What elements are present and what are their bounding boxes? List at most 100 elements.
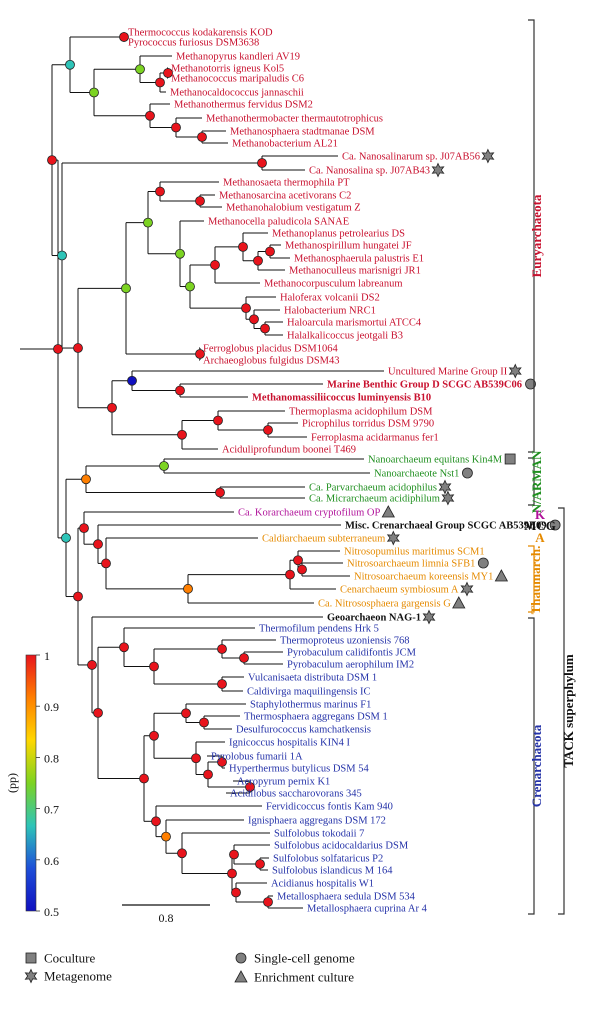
euryarchaeota-label: Euryarchaeota [529, 194, 544, 277]
taxon-label: Vulcanisaeta distributa DSM 1 [248, 673, 377, 684]
taxon-label: Methanococcus maripaludis C6 [171, 74, 304, 85]
legend-enrichment-label: Enrichment culture [254, 970, 354, 985]
taxon-label: Haloarcula marismortui ATCC4 [287, 318, 422, 329]
taxon-label: Ca. Nitrososphaera gargensis G [318, 599, 451, 610]
single-cell-marker [477, 557, 489, 569]
support-node [87, 660, 97, 670]
support-node [65, 59, 75, 70]
taxon-label: Methanoplanus petrolearius DS [272, 229, 405, 240]
taxon-label: Metallosphaera sedula DSM 534 [277, 892, 416, 903]
taxon-label: Methanosphaera stadtmanae DSM [230, 127, 375, 138]
support-node [263, 425, 273, 435]
support-node [79, 523, 89, 534]
support-node [257, 158, 267, 168]
support-node [195, 349, 205, 359]
support-node [163, 68, 173, 78]
metagenome-marker [508, 363, 522, 379]
support-node [185, 281, 195, 292]
nanoarman-bracket [528, 457, 535, 506]
taxon-label: Marine Benthic Group D SCGC AB539C06 [327, 380, 522, 391]
tack-bracket-line [558, 507, 565, 915]
taxon-label: Fervidicoccus fontis Kam 940 [266, 802, 393, 813]
taxon-label: Methanomassiliicoccus luminyensis B10 [252, 393, 431, 404]
taxon-label: Ignisphaera aggregans DSM 172 [248, 816, 386, 827]
enrichment-marker [494, 569, 509, 582]
colorbar-axis-label: (pp) [5, 773, 19, 793]
single-cell-marker [549, 519, 561, 531]
single-cell-marker [525, 378, 536, 390]
taxon-label: Desulfurococcus kamchatkensis [236, 725, 371, 736]
taxon-label: Acidilobus saccharovorans 345 [230, 789, 362, 800]
tack-bracket [558, 507, 565, 915]
support-node [199, 717, 209, 728]
legend-single-cell-label: Single-cell genome [254, 951, 355, 966]
metagenome-marker [460, 581, 474, 597]
support-node [159, 461, 169, 471]
crenarchaeota-label: Crenarchaeota [529, 724, 544, 807]
taxon-label: Methanosarcina acetivorans C2 [219, 191, 351, 202]
taxon-label: Ca. Nanosalinarum sp. J07AB56 [342, 152, 480, 163]
support-node [265, 246, 275, 257]
support-node [155, 77, 165, 88]
taxon-label: Aeropyrum pernix K1 [237, 777, 330, 788]
support-node [127, 375, 137, 386]
taxon-label: Misc. Crenarchaeal Group SCGC AB539E09 [345, 521, 547, 532]
nanoarman-bracket-line [528, 457, 535, 506]
taxon-label: Thermoplasma acidophilum DSM [289, 407, 433, 418]
support-node [57, 250, 67, 261]
taxon-label: Ca. Parvarchaeum acidophilus [309, 483, 437, 494]
taxon-label: Cenarchaeum symbiosum A [340, 585, 459, 596]
support-node [210, 260, 220, 270]
taxon-label: Methanocaldococcus jannaschii [170, 88, 304, 99]
taxon-label: Sulfolobus acidocaldarius DSM [274, 841, 409, 852]
metagenome-marker [386, 530, 400, 546]
colorbar-gradient [25, 654, 37, 912]
taxon-label: Caldivirga maquilingensis IC [247, 687, 370, 698]
taxon-label: Pyrococcus furiosus DSM3638 [128, 38, 259, 49]
taxon-label: Pyrolobus fumarii 1A [211, 752, 303, 763]
support-node [213, 415, 223, 426]
taxon-label: Methanoculleus marisnigri JR1 [289, 266, 421, 277]
taxon-label: Ca. Nanosalina sp. J07AB43 [309, 166, 430, 177]
taxon-label: Thermoproteus uzoniensis 768 [280, 636, 409, 647]
legend-metagenome-label: Metagenome [44, 969, 112, 984]
taxon-label: Thermococcus kodakarensis KOD [128, 28, 273, 39]
taxon-label: Staphylothermus marinus F1 [250, 700, 371, 711]
support-node [195, 196, 205, 206]
support-node [238, 241, 248, 252]
colorbar-tick-label: 0.6 [44, 854, 59, 868]
taxon-label: Caldiarchaeum subterraneum [262, 534, 385, 545]
thaumarch-bracket-line [528, 545, 535, 613]
metagenome-marker [438, 479, 452, 495]
taxon-label: Methanothermobacter thermautotrophicus [206, 114, 383, 125]
colorbar-tick-label: 0.8 [44, 751, 59, 765]
enrichment-marker [381, 505, 395, 518]
taxon-label: Sulfolobus tokodaii 7 [274, 829, 364, 840]
enrichment-marker [452, 596, 466, 609]
taxon-label: Ferroglobus placidus DSM1064 [203, 344, 338, 355]
taxon-label: Methanothermus fervidus DSM2 [174, 100, 313, 111]
taxon-label: Nitrosoarchaeum koreensis MY1 [354, 572, 493, 583]
metagenome-marker [481, 148, 495, 164]
euryarchaeota-bracket-line [528, 19, 535, 453]
support-node [81, 474, 91, 485]
support-node [47, 155, 57, 166]
support-node [285, 569, 295, 580]
taxon-label: Thermosphaera aggregans DSM 1 [244, 712, 388, 723]
legend-enrichment-symbol [234, 970, 248, 983]
support-node [293, 555, 303, 566]
support-node [249, 314, 259, 325]
thaumarch-label: Thaumarch. [528, 546, 543, 615]
taxon-label: Haloferax volcanii DS2 [280, 293, 380, 304]
support-node [175, 385, 185, 396]
aig-label: A [535, 530, 545, 545]
support-node [217, 757, 227, 767]
taxon-label: Methanocella paludicola SANAE [208, 217, 349, 228]
support-node [143, 217, 153, 228]
support-node [171, 122, 181, 133]
metagenome-marker [422, 609, 436, 625]
taxon-label: Halobacterium NRC1 [284, 306, 376, 317]
support-node [177, 429, 187, 440]
colorbar-tick-label: 0.7 [44, 803, 59, 817]
support-node [155, 186, 165, 197]
